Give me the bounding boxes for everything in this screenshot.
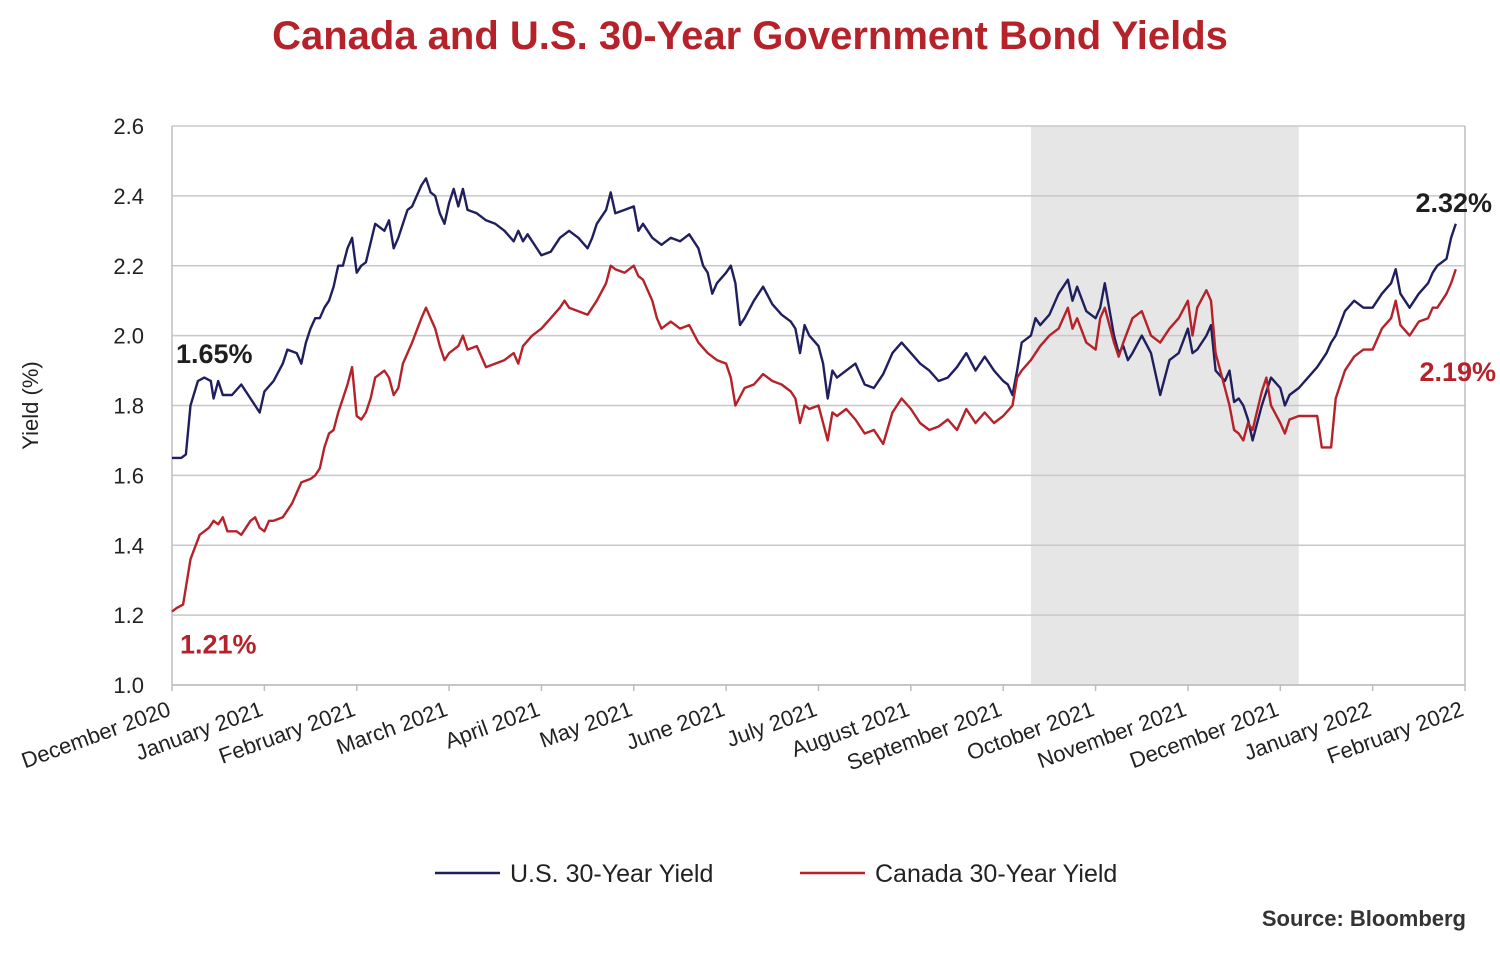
y-tick-label: 1.2: [113, 603, 144, 628]
x-tick-label: April 2021: [441, 696, 543, 753]
y-axis-label: Yield (%): [18, 361, 43, 449]
series-line-us: [172, 177, 1457, 460]
x-tick-label: June 2021: [623, 696, 728, 755]
y-tick-label: 1.6: [113, 463, 144, 488]
y-tick-label: 1.0: [113, 673, 144, 698]
y-tick-label: 1.4: [113, 533, 144, 558]
legend-label-us: U.S. 30-Year Yield: [510, 860, 713, 888]
gridlines: [172, 125, 1465, 686]
value-callout: 2.32%: [1415, 188, 1492, 218]
series-line-canada: [171, 264, 1457, 613]
chart-title: Canada and U.S. 30-Year Government Bond …: [272, 14, 1228, 58]
value-callout: 2.19%: [1419, 357, 1496, 387]
value-callout: 1.21%: [180, 630, 257, 660]
source-note: Source: Bloomberg: [1261, 906, 1466, 931]
legend-label-canada: Canada 30-Year Yield: [875, 860, 1117, 888]
y-tick-label: 1.8: [113, 394, 144, 419]
annotations: 1.65% 1.21% 2.32% 2.19%: [176, 188, 1496, 660]
y-tick-label: 2.6: [113, 114, 144, 139]
y-tick-label: 2.4: [113, 184, 144, 209]
value-callout: 1.65%: [176, 339, 253, 369]
legend: U.S. 30-Year Yield Canada 30-Year Yield: [435, 860, 1117, 888]
x-tick-label: May 2021: [536, 696, 635, 753]
series-lines: [171, 177, 1457, 613]
y-tick-label: 2.0: [113, 324, 144, 349]
y-tick-label: 2.2: [113, 254, 144, 279]
